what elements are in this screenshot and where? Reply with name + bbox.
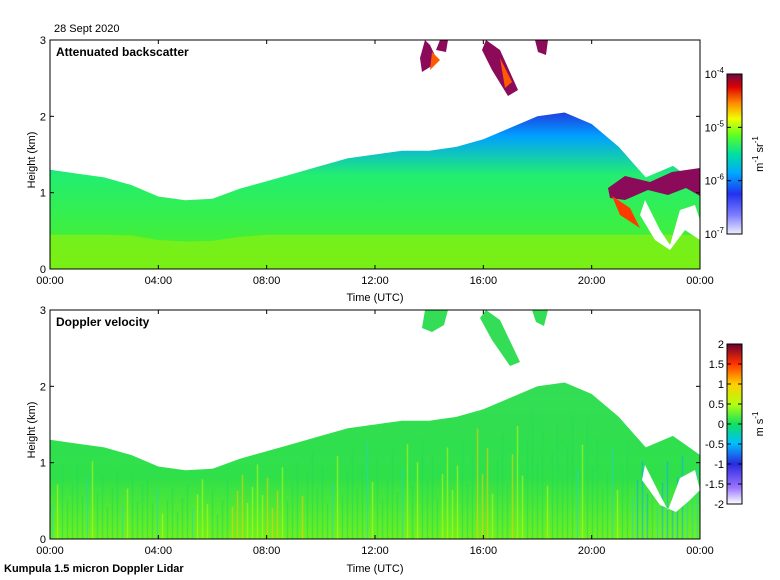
velocity-clear-gap <box>642 465 700 512</box>
x-tick-label: 08:00 <box>253 545 281 557</box>
x-tick-label: 00:00 <box>686 275 714 287</box>
backscatter-clear-gap <box>640 200 700 250</box>
velocity-ylabel: Height (km) <box>26 402 38 459</box>
x-tick-label: 04:00 <box>145 545 173 557</box>
backscatter-title: Attenuated backscatter <box>56 45 189 59</box>
velocity-colorbar-label: m s-1 <box>751 411 766 436</box>
y-tick-label: 3 <box>40 35 46 47</box>
velocity-colorbar-ticks: 2 1.5 1 0.5 0 -0.5 -1 -1.5 -2 <box>705 339 742 511</box>
x-tick-label: 00:00 <box>686 545 714 557</box>
x-tick-label: 08:00 <box>253 275 281 287</box>
velocity-high-cloud <box>422 310 548 366</box>
backscatter-cloud-edge <box>612 196 640 228</box>
velocity-cbar-label: 0.5 <box>709 399 724 411</box>
backscatter-cbar-label: 10-7 <box>705 226 725 241</box>
backscatter-unit-exp2: -1 <box>751 136 760 144</box>
backscatter-colorbar <box>726 73 743 235</box>
velocity-xlabel: Time (UTC) <box>346 563 403 575</box>
y-tick-label: 0 <box>40 264 46 276</box>
backscatter-panel: 00:00 04:00 08:00 12:00 16:00 20:00 00:000123 … <box>26 35 766 304</box>
velocity-title: Doppler velocity <box>56 315 150 329</box>
velocity-cbar-label: 1.5 <box>709 359 724 371</box>
backscatter-colorbar-label: m-1 sr-1 <box>751 136 766 172</box>
x-tick-label: 00:00 <box>36 275 64 287</box>
x-tick-label: 04:00 <box>145 275 173 287</box>
y-tick-label: 1 <box>40 458 46 470</box>
velocity-cbar-label: -1.5 <box>705 479 724 491</box>
y-tick-label: 2 <box>40 381 46 393</box>
x-tick-label: 12:00 <box>361 275 389 287</box>
backscatter-field <box>50 112 700 269</box>
x-tick-label: 20:00 <box>578 275 606 287</box>
x-tick-label: 16:00 <box>470 275 498 287</box>
backscatter-cbar-label: 10-6 <box>705 173 725 188</box>
backscatter-ylabel: Height (km) <box>26 132 38 189</box>
y-tick-label: 3 <box>40 305 46 317</box>
figure-date: 28 Sept 2020 <box>54 23 119 35</box>
backscatter-colorbar-ticks: 10-4 10-5 10-6 10-7 <box>705 66 742 241</box>
x-tick-label: 12:00 <box>361 545 389 557</box>
y-tick-label: 1 <box>40 188 46 200</box>
velocity-cbar-label: -1 <box>714 459 724 471</box>
velocity-panel: 00:00 04:00 08:00 12:00 16:00 20:00 00:000123 … <box>26 305 766 575</box>
x-tick-label: 00:00 <box>36 545 64 557</box>
x-tick-label: 20:00 <box>578 545 606 557</box>
backscatter-high-cloud <box>420 40 548 96</box>
velocity-stripes <box>51 409 699 539</box>
x-tick-label: 16:00 <box>470 545 498 557</box>
y-tick-label: 2 <box>40 111 46 123</box>
y-tick-label: 0 <box>40 534 46 546</box>
backscatter-unit-exp1: -1 <box>751 155 760 163</box>
backscatter-unit-mid: sr <box>754 143 766 156</box>
backscatter-xlabel: Time (UTC) <box>346 292 403 304</box>
backscatter-cloud-top <box>608 168 700 200</box>
backscatter-cbar-label: 10-4 <box>705 66 725 81</box>
velocity-cbar-label: -2 <box>714 499 724 511</box>
velocity-cbar-label: 1 <box>718 379 724 391</box>
velocity-unit-exp: -1 <box>751 411 760 419</box>
velocity-cbar-label: -0.5 <box>705 439 724 451</box>
velocity-unit-base: m s <box>754 418 766 436</box>
instrument-label: Kumpula 1.5 micron Doppler Lidar <box>4 563 184 575</box>
velocity-cbar-label: 0 <box>718 419 724 431</box>
backscatter-cbar-label: 10-5 <box>705 119 725 134</box>
backscatter-unit-base: m <box>754 163 766 172</box>
backscatter-low-band <box>50 234 700 269</box>
velocity-cbar-label: 2 <box>718 339 724 351</box>
